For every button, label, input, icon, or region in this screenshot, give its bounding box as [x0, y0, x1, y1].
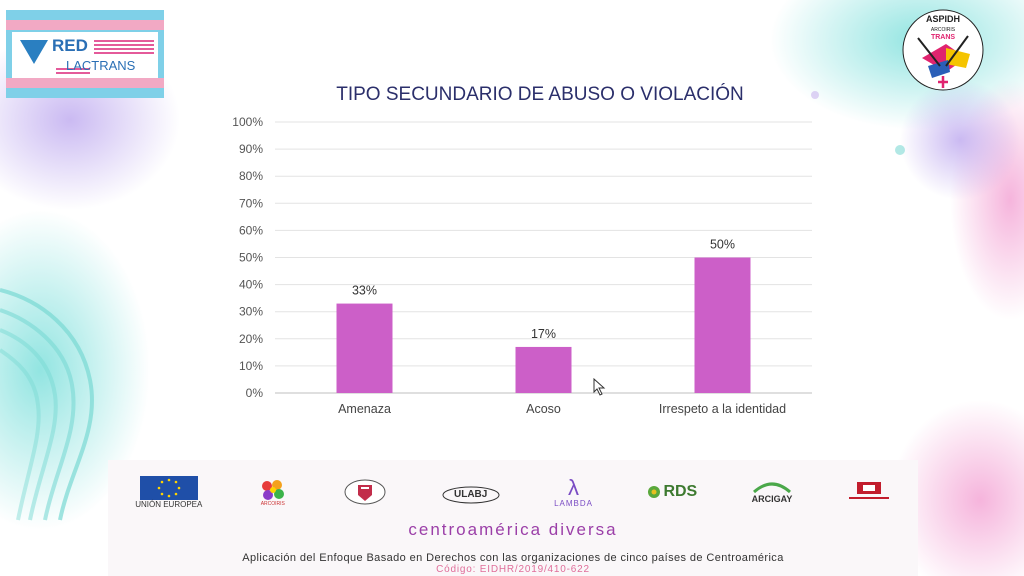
y-tick-label: 70%	[239, 196, 263, 210]
eu-flag-icon	[139, 475, 198, 500]
ulabj-mark-icon	[442, 486, 500, 503]
project-code: Código: EIDHR/2019/410-622	[436, 564, 590, 575]
aspidh-logo: ASPIDH ARCOIRIS TRANS	[902, 9, 984, 91]
sponsor-label-ulabj: ULABJ	[453, 488, 488, 500]
flower-icon	[261, 480, 284, 500]
brand-centroamerica-diversa: centroamérica diversa	[408, 520, 618, 539]
sponsor-arcigay: ARCIGAY	[751, 480, 793, 504]
y-tick-label: 50%	[239, 251, 263, 265]
triangle-icon	[20, 40, 48, 64]
sponsor-arcoiris: ARCOIRIS	[257, 477, 289, 507]
y-tick-label: 90%	[239, 142, 263, 156]
rds-mark-icon	[648, 486, 661, 498]
sponsor-eu: UNIÓN EUROPEA	[135, 475, 203, 509]
bar	[336, 303, 393, 393]
sponsor-rds: RDS	[647, 483, 697, 501]
sponsor-logos: UNIÓN EUROPEA ARCOIRIS ULABJ λ LAMBDA RD…	[108, 472, 918, 512]
logo-text-lactrans: LACTRANS	[66, 58, 136, 73]
sponsor-label-rds: RDS	[663, 483, 698, 500]
data-label: 50%	[710, 238, 735, 252]
sponsor-crest	[343, 478, 387, 506]
logo-text-red: RED	[52, 36, 88, 55]
aspidh-logo-sub: ARCOIRIS	[931, 27, 956, 33]
bar	[515, 346, 572, 393]
sponsor-red-logo	[847, 480, 891, 504]
data-label: 33%	[352, 284, 377, 298]
bar	[694, 257, 751, 393]
sponsor-label-arcigay: ARCIGAY	[751, 494, 793, 504]
lambda-icon: λ	[568, 474, 580, 500]
crest-icon	[344, 479, 386, 505]
project-description: Aplicación del Enfoque Basado en Derecho…	[242, 552, 784, 564]
chart-title: TIPO SECUNDARIO DE ABUSO O VIOLACIÓN	[336, 84, 744, 105]
red-logo-icon	[848, 482, 889, 499]
y-tick-label: 20%	[239, 332, 263, 346]
sponsor-label-lambda: LAMBDA	[554, 498, 593, 508]
x-tick-label: Amenaza	[338, 402, 391, 416]
aspidh-logo-tag: TRANS	[931, 34, 955, 41]
y-tick-label: 80%	[239, 169, 263, 183]
sponsor-label-arcoiris: ARCOIRIS	[260, 501, 285, 507]
arcigay-mark-icon	[753, 482, 791, 494]
y-tick-label: 10%	[239, 359, 263, 373]
sponsor-lambda: λ LAMBDA	[554, 474, 593, 508]
y-tick-label: 100%	[232, 115, 263, 129]
data-label: 17%	[531, 327, 556, 341]
y-tick-label: 0%	[246, 386, 264, 400]
footer-banner: UNIÓN EUROPEA ARCOIRIS ULABJ λ LAMBDA RD…	[108, 460, 918, 576]
y-tick-label: 40%	[239, 278, 263, 292]
y-tick-label: 30%	[239, 305, 263, 319]
redlactrans-logo: RED LACTRANS	[6, 10, 164, 98]
x-tick-label: Irrespeto a la identidad	[659, 402, 786, 416]
sponsor-ulabj: ULABJ	[442, 485, 500, 503]
aspidh-logo-name: ASPIDH	[926, 14, 960, 24]
y-tick-label: 60%	[239, 223, 263, 237]
x-tick-label: Acoso	[526, 402, 561, 416]
sponsor-label-eu: UNIÓN EUROPEA	[135, 499, 203, 509]
